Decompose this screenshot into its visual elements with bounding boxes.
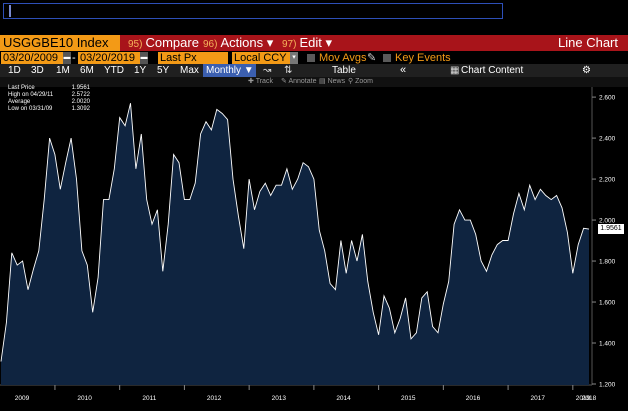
y-tick-label: 2.200 xyxy=(599,177,616,184)
sort-arrows-icon[interactable]: ⇅ xyxy=(284,65,293,76)
annotation-toolbar: ✚ Track ✎ Annotate ▤ News ⚲ Zoom xyxy=(0,77,628,87)
x-tick-label: 2012 xyxy=(207,395,222,402)
range-5y[interactable]: 5Y xyxy=(157,65,170,76)
chart-area[interactable]: 2009 2010 2011 2012 2013 2014 2015 2016 2017 2018… xyxy=(0,87,628,411)
currency-selector[interactable]: Local CCY xyxy=(232,52,290,64)
gear-icon[interactable]: ⚙ xyxy=(582,65,591,76)
chart-content-icon: ▦ xyxy=(450,65,460,76)
track-label: Track xyxy=(255,78,273,85)
y-tick-label: 1.400 xyxy=(599,341,616,348)
x-tick-label: 2013 xyxy=(272,395,287,402)
y-tick-label: 1.200 xyxy=(599,382,616,389)
news-icon: ▤ xyxy=(319,78,326,85)
date-separator: - xyxy=(72,52,76,64)
x-tick-label: 2011 xyxy=(142,395,156,402)
track-tool[interactable]: ✚ Track xyxy=(248,77,273,87)
x-tick-label: 2018 xyxy=(582,395,597,402)
price-line xyxy=(0,103,590,362)
start-date-calendar-icon[interactable]: ▬ xyxy=(63,52,71,64)
y-tick-label: 2.600 xyxy=(599,95,616,102)
title-bar: USGGBE10 Index 95) Compare 96) Actions ▾ 9… xyxy=(0,35,628,51)
start-date-field[interactable]: 03/20/2009 xyxy=(1,52,63,64)
parameter-row: 03/20/2009 ▬ - 03/20/2019 ▬ Last Px Loca… xyxy=(0,51,628,64)
x-tick-label: 2009 xyxy=(15,395,30,402)
field-selector[interactable]: Last Px xyxy=(158,52,228,64)
price-chart[interactable]: 2009 2010 2011 2012 2013 2014 2015 2016 2017 2018… xyxy=(0,87,628,411)
x-tick-label: 2017 xyxy=(531,395,546,402)
range-ytd[interactable]: YTD xyxy=(104,65,124,76)
end-date-field[interactable]: 03/20/2019 xyxy=(78,52,140,64)
compare-label: Compare xyxy=(145,35,199,50)
range-3d[interactable]: 3D xyxy=(31,65,44,76)
x-tick-label: 2014 xyxy=(336,395,351,402)
actions-menu[interactable]: 96) Actions ▾ xyxy=(203,35,273,51)
edit-shortcut: 97) xyxy=(282,39,297,50)
range-max[interactable]: Max xyxy=(180,65,199,76)
legend-value: 1.3092 xyxy=(71,106,90,112)
ticker-field[interactable]: USGGBE10 Index xyxy=(0,35,120,51)
y-tick-label: 2.000 xyxy=(599,218,616,225)
last-value-label: 1.9561 xyxy=(598,224,624,234)
y-axis: 1.200 1.400 1.600 1.800 2.000 2.200 2.400 2.600 xyxy=(592,95,616,389)
edit-menu[interactable]: 97) Edit ▾ xyxy=(282,35,332,51)
range-toolbar: 1D 3D 1M 6M YTD 1Y 5Y Max Monthly ▼ ↝ ⇅ … xyxy=(0,64,628,77)
x-tick-label: 2016 xyxy=(466,395,481,402)
x-tick-label: 2010 xyxy=(77,395,92,402)
annotate-tool[interactable]: ✎ Annotate xyxy=(281,77,316,87)
legend-label: High on 04/29/11 xyxy=(8,92,54,98)
zoom-icon: ⚲ xyxy=(348,78,354,85)
frequency-selector[interactable]: Monthly ▼ xyxy=(203,64,256,77)
collapse-icon[interactable]: « xyxy=(400,64,407,76)
zoom-label: Zoom xyxy=(355,78,373,85)
price-area xyxy=(1,103,589,385)
y-tick-label: 2.400 xyxy=(599,136,616,143)
track-icon: ✚ xyxy=(248,78,254,85)
actions-label: Actions ▾ xyxy=(220,35,274,50)
legend-label: Low on 03/31/09 xyxy=(8,106,53,112)
range-6m[interactable]: 6M xyxy=(80,65,94,76)
x-axis: 2009 2010 2011 2012 2013 2014 2015 2016 2017 2018… xyxy=(15,385,597,402)
end-date-calendar-icon[interactable]: ▬ xyxy=(140,52,148,64)
legend-value: 2.5722 xyxy=(71,92,90,98)
zoom-tool[interactable]: ⚲ Zoom xyxy=(348,77,373,87)
table-button[interactable]: Table xyxy=(332,65,356,76)
x-tick-label: 2015 xyxy=(401,395,416,402)
actions-shortcut: 96) xyxy=(203,39,218,50)
key-events-checkbox[interactable] xyxy=(383,54,391,62)
command-caret xyxy=(9,5,11,17)
currency-dropdown-icon[interactable]: ▾ xyxy=(290,52,298,64)
news-tool[interactable]: ▤ News xyxy=(319,77,345,87)
command-line xyxy=(0,0,628,22)
legend-label: Average xyxy=(8,99,31,105)
legend-value: 1.9561 xyxy=(71,85,90,91)
legend-label: Last Price xyxy=(8,85,35,91)
key-events-label[interactable]: Key Events xyxy=(395,52,451,64)
compare-button[interactable]: 95) Compare xyxy=(128,35,199,51)
y-tick-label: 1.600 xyxy=(599,300,616,307)
annotate-label: Annotate xyxy=(288,78,317,85)
command-input[interactable] xyxy=(3,3,503,19)
edit-label: Edit ▾ xyxy=(299,35,332,50)
range-1y[interactable]: 1Y xyxy=(134,65,147,76)
annotate-icon: ✎ xyxy=(281,78,287,85)
range-1m[interactable]: 1M xyxy=(56,65,70,76)
x-tick-label: 2019 xyxy=(576,395,591,402)
compare-shortcut: 95) xyxy=(128,39,143,50)
line-chart-icon[interactable]: ↝ xyxy=(263,65,272,76)
mov-avgs-checkbox[interactable] xyxy=(307,54,315,62)
range-1d[interactable]: 1D xyxy=(8,65,21,76)
news-label: News xyxy=(327,78,346,85)
chart-content-button[interactable]: Chart Content xyxy=(461,65,524,76)
y-tick-label: 1.800 xyxy=(599,259,616,266)
pencil-icon[interactable]: ✎ xyxy=(367,52,377,64)
legend-value: 2.0020 xyxy=(71,99,90,105)
chart-type-label: Line Chart xyxy=(558,35,618,50)
mov-avgs-label[interactable]: Mov Avgs xyxy=(319,52,367,64)
